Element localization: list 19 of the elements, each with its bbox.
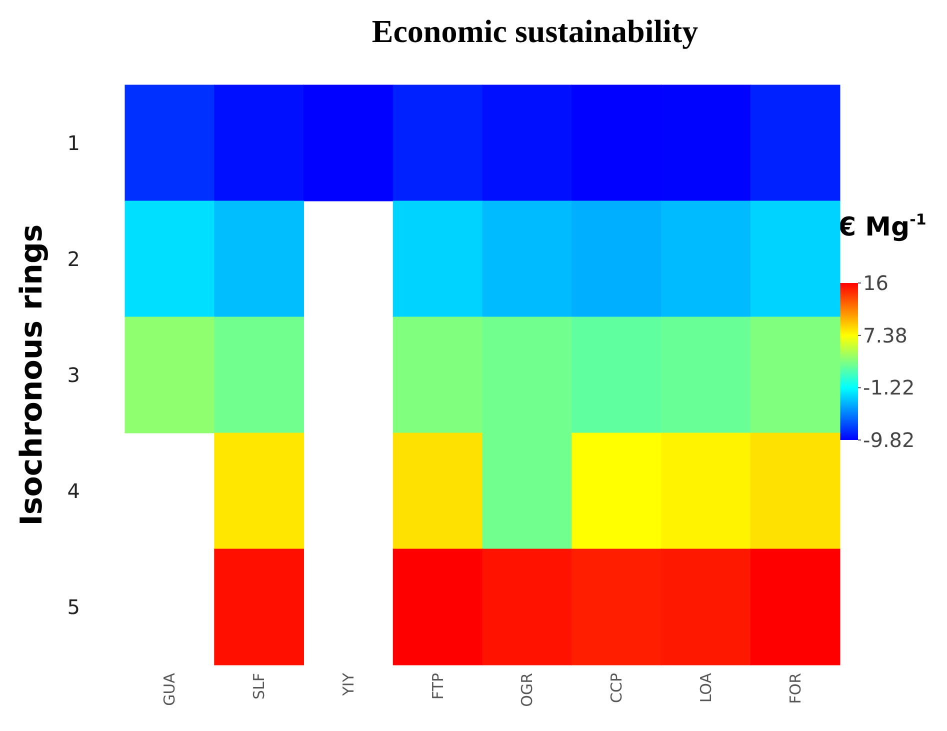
x-tick-label: OGR (518, 673, 536, 707)
x-tick-label: LOA (696, 672, 715, 703)
y-tick-label: 1 (67, 131, 80, 155)
y-tick-label: 4 (67, 479, 80, 503)
y-tick-label: 2 (67, 247, 80, 271)
x-tick-label: GUA (160, 672, 179, 706)
y-tick-label: 5 (67, 595, 80, 619)
color-bar-label: -9.82 (863, 428, 915, 452)
x-tick-label: FTP (428, 673, 447, 700)
y-tick-label: 3 (67, 363, 80, 387)
x-tick-label: FOR (786, 673, 804, 704)
x-tick-label: SLF (250, 673, 268, 700)
color-bar-label: -1.22 (863, 376, 915, 400)
x-tick-label: CCP (608, 673, 626, 703)
color-bar-label: 16 (863, 271, 888, 295)
color-bar-label: 7.38 (863, 323, 908, 348)
chart-title: Economic sustainability (372, 13, 698, 49)
x-tick-label: YIY (339, 672, 358, 697)
y-axis-title: Isochronous rings (14, 224, 50, 526)
